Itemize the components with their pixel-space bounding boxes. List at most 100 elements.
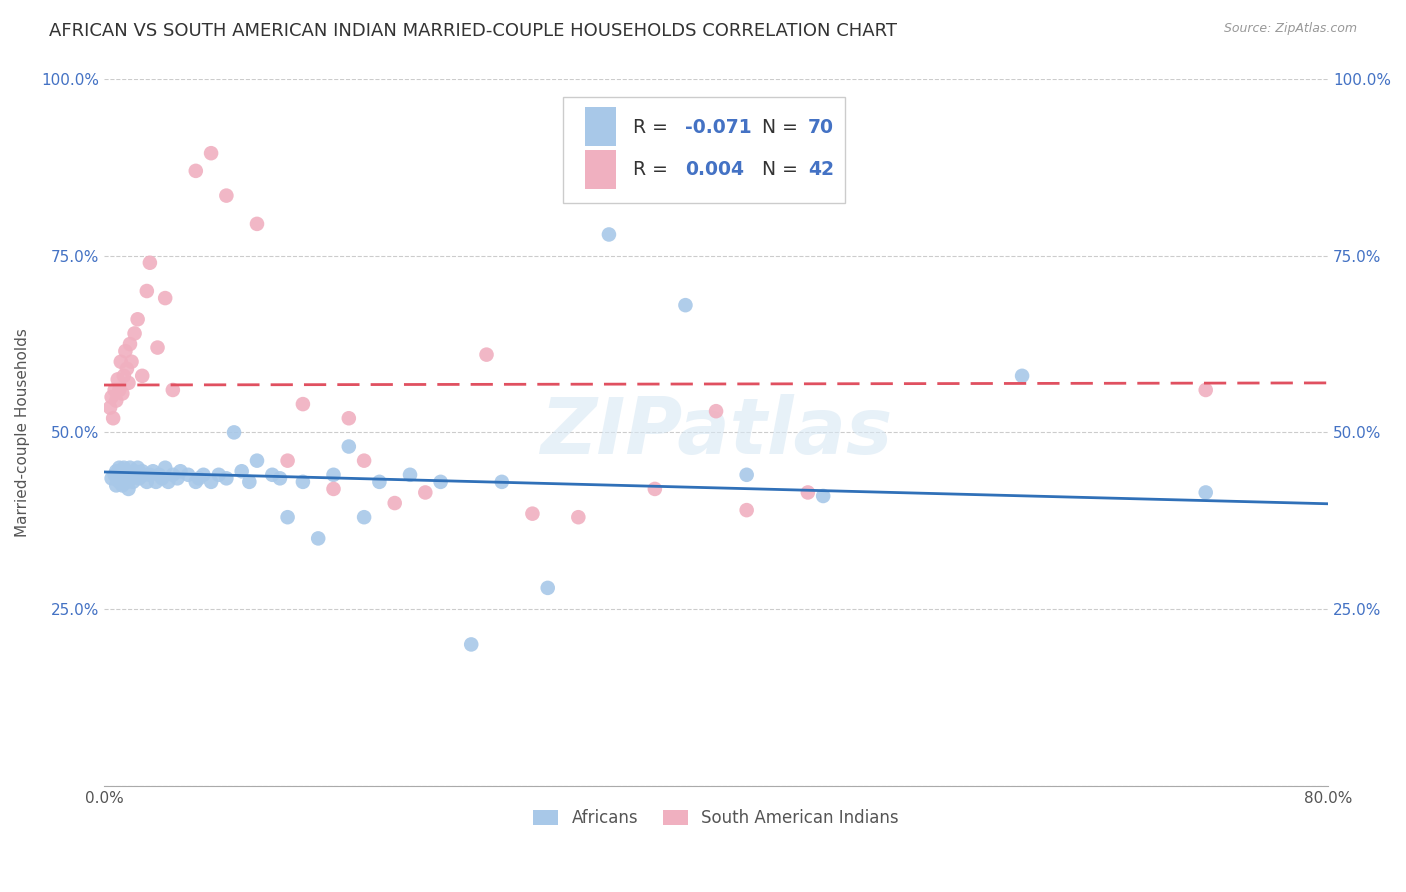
Point [111, 386, 134, 401]
Point [112, 471, 135, 485]
Point [107, 372, 129, 386]
Point [150, 471, 173, 485]
Point [121, 467, 143, 482]
Point [139, 467, 162, 482]
Point [269, 471, 291, 485]
Point [135, 284, 157, 298]
Point [153, 291, 176, 305]
Point [644, 482, 666, 496]
Point [100, 471, 122, 485]
Point [105, 393, 128, 408]
Point [598, 227, 620, 242]
Point [811, 489, 834, 503]
Point [166, 471, 188, 485]
Point [131, 464, 153, 478]
Text: AFRICAN VS SOUTH AMERICAN INDIAN MARRIED-COUPLE HOUSEHOLDS CORRELATION CHART: AFRICAN VS SOUTH AMERICAN INDIAN MARRIED… [49, 22, 897, 40]
Point [127, 460, 149, 475]
Point [353, 453, 375, 467]
Point [108, 460, 131, 475]
Text: N =: N = [751, 160, 804, 179]
Point [104, 383, 127, 397]
Point [735, 467, 758, 482]
Point [121, 354, 143, 368]
Point [415, 485, 437, 500]
Point [146, 341, 169, 355]
Point [110, 471, 132, 485]
Text: 70: 70 [808, 118, 834, 136]
Point [291, 475, 314, 489]
Point [118, 337, 141, 351]
Point [111, 464, 134, 478]
Point [277, 510, 299, 524]
Point [291, 397, 314, 411]
Point [322, 467, 344, 482]
Point [114, 344, 136, 359]
Point [101, 411, 124, 425]
Point [142, 464, 165, 478]
Point [704, 404, 727, 418]
Point [1195, 383, 1218, 397]
Point [114, 467, 136, 482]
Point [115, 464, 138, 478]
Text: 0.004: 0.004 [686, 160, 744, 179]
FancyBboxPatch shape [585, 150, 616, 188]
Point [110, 354, 132, 368]
Point [277, 453, 299, 467]
Point [108, 383, 131, 397]
FancyBboxPatch shape [562, 96, 845, 202]
Point [184, 164, 207, 178]
Point [184, 475, 207, 489]
Point [162, 467, 184, 482]
Point [399, 467, 422, 482]
Point [169, 464, 191, 478]
Point [115, 475, 138, 489]
Point [111, 478, 134, 492]
Point [193, 467, 215, 482]
Point [108, 467, 131, 482]
Point [537, 581, 560, 595]
Point [797, 485, 820, 500]
Point [238, 475, 260, 489]
Point [139, 256, 162, 270]
Point [208, 467, 231, 482]
Point [128, 471, 150, 485]
Point [124, 464, 146, 478]
Text: N =: N = [751, 118, 804, 136]
Y-axis label: Married-couple Households: Married-couple Households [15, 328, 30, 537]
Point [115, 361, 138, 376]
Point [124, 326, 146, 341]
Point [121, 471, 143, 485]
Point [200, 475, 222, 489]
Point [460, 637, 482, 651]
Point [215, 188, 238, 202]
Point [522, 507, 544, 521]
Point [491, 475, 513, 489]
Point [105, 464, 128, 478]
Point [322, 482, 344, 496]
Point [200, 146, 222, 161]
Point [735, 503, 758, 517]
Point [162, 383, 184, 397]
Point [384, 496, 406, 510]
Point [246, 453, 269, 467]
Point [215, 471, 238, 485]
Point [368, 475, 391, 489]
Point [475, 348, 498, 362]
Text: -0.071: -0.071 [686, 118, 752, 136]
Point [187, 471, 209, 485]
Point [148, 467, 170, 482]
Point [98, 401, 121, 415]
Legend: Africans, South American Indians: Africans, South American Indians [526, 803, 905, 834]
Point [131, 368, 153, 383]
Point [108, 475, 131, 489]
Point [246, 217, 269, 231]
Text: R =: R = [633, 118, 673, 136]
Point [107, 471, 129, 485]
Point [262, 467, 284, 482]
Point [105, 478, 128, 492]
Point [112, 368, 135, 383]
Text: ZIPatlas: ZIPatlas [540, 394, 893, 470]
Point [307, 532, 329, 546]
Point [1011, 368, 1033, 383]
Point [104, 467, 127, 482]
